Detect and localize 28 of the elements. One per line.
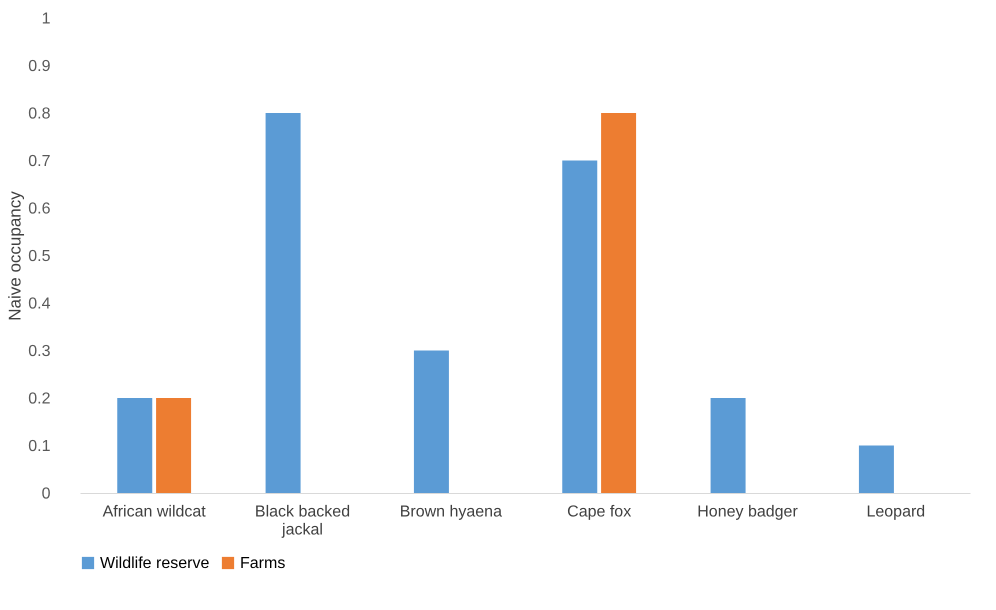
legend-label: Wildlife reserve — [100, 555, 210, 572]
y-tick-label: 0.9 — [28, 58, 51, 75]
x-tick-label: Honey badger — [697, 504, 798, 520]
y-tick-label: 0.6 — [28, 200, 51, 218]
bar — [156, 398, 192, 493]
bar — [710, 398, 746, 493]
x-tick-label: African wildcat — [102, 504, 206, 520]
y-tick-label: 1 — [42, 10, 51, 28]
y-tick-label: 0.3 — [28, 343, 51, 360]
x-tick-label: Brown hyaena — [400, 504, 502, 520]
y-tick-label: 0 — [42, 486, 51, 502]
y-tick-label: 0.7 — [28, 153, 51, 170]
y-tick-label: 0.2 — [28, 390, 51, 408]
y-tick-label: 0.4 — [28, 296, 51, 312]
legend-label: Farms — [240, 555, 286, 572]
y-tick-label: 0.1 — [28, 438, 51, 455]
bar — [858, 446, 894, 493]
y-tick-label: 0.8 — [28, 106, 51, 122]
bar — [601, 113, 636, 493]
x-tick-label: Leopard — [866, 504, 926, 520]
y-tick-label: 0.5 — [28, 248, 51, 265]
bar — [562, 160, 598, 493]
bar — [414, 350, 449, 493]
bar — [266, 113, 301, 493]
bar — [117, 398, 152, 493]
x-tick-label: Black backed jackal — [254, 504, 350, 538]
y-axis-title: Naive occupancy — [5, 190, 24, 321]
x-tick-label: Cape fox — [567, 504, 632, 520]
